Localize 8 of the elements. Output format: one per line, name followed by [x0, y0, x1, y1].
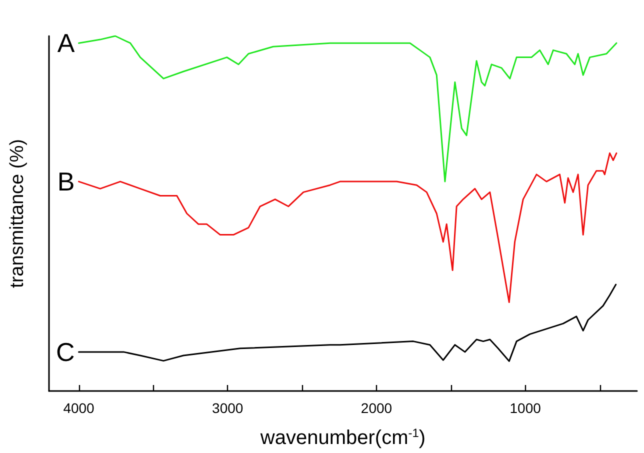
series-label: B	[57, 166, 75, 197]
series-label: A	[57, 28, 76, 58]
x-tick-label: 4000	[63, 400, 95, 416]
x-tick-label: 2000	[360, 400, 392, 416]
x-tick-label: 1000	[510, 400, 542, 416]
x-tick-label: 3000	[212, 400, 244, 416]
series-label: C	[56, 336, 75, 367]
y-axis-title: transmittance (%)	[7, 139, 28, 288]
